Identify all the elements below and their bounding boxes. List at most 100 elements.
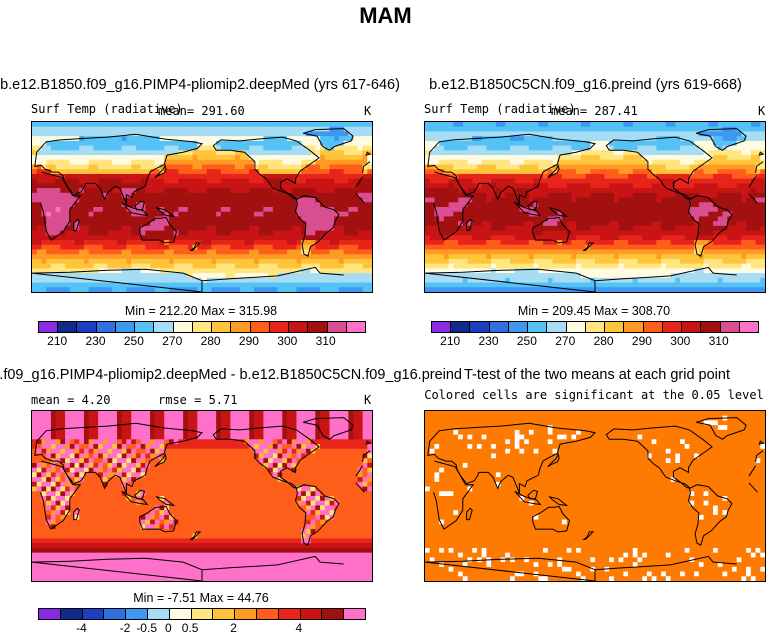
- panel2-map-cell: [552, 178, 558, 184]
- panel2-map-cell: [547, 159, 554, 166]
- panel2-map-cell: [580, 249, 587, 255]
- panel1-map-cell: [159, 150, 165, 156]
- panel1-map-cell: [202, 207, 208, 213]
- panel2-map-cell: [642, 254, 648, 260]
- panel2-map-cell: [609, 183, 615, 189]
- panel1-map-cell: [253, 240, 260, 246]
- panel2-map-cell: [684, 244, 691, 251]
- panel2-map-cell: [425, 244, 431, 251]
- panel1-map-cell: [183, 183, 189, 189]
- panel1-map-cell: [32, 188, 38, 194]
- panel2-map-cell: [543, 188, 549, 194]
- panel1-map-cell: [320, 216, 326, 222]
- panel1-map-cell: [343, 173, 349, 180]
- panel1-map-cell: [301, 263, 307, 269]
- panel1-map-cell: [343, 140, 349, 147]
- panel1-map-cell: [348, 282, 354, 288]
- panel1-map-cell: [329, 192, 335, 199]
- panel2-map-cell: [703, 178, 709, 184]
- panel2-map-cell: [651, 122, 657, 128]
- panel1-map-cell: [315, 145, 321, 151]
- panel2-map-cell: [684, 164, 691, 170]
- panel2-map-cell: [472, 145, 478, 151]
- panel2-map-cell: [538, 273, 544, 279]
- panel1-map-cell: [202, 249, 208, 255]
- panel2-map-cell: [628, 159, 634, 166]
- panel1-map-cell: [60, 197, 66, 203]
- panel1-map-cell: [310, 240, 316, 246]
- panel1-map-cell: [140, 155, 146, 161]
- panel1-map-cell: [88, 249, 94, 255]
- panel2-map-cell: [760, 225, 765, 232]
- panel2-map-cell: [689, 216, 695, 222]
- panel1-map-cell: [239, 244, 246, 251]
- panel1-map-cell: [272, 207, 279, 213]
- panel1-map-cell: [192, 173, 198, 180]
- panel1-map-cell: [168, 249, 175, 255]
- panel2-map-cell: [585, 207, 591, 213]
- panel2-map-cell: [538, 164, 544, 170]
- panel1-map-cell: [249, 273, 255, 279]
- panel2-map-cell: [651, 178, 657, 184]
- panel2-map-cell: [642, 188, 648, 194]
- panel1-map-cell: [357, 192, 364, 199]
- panel2-map-cell: [708, 221, 714, 227]
- panel1-map-cell: [178, 230, 184, 236]
- panel1-map-cell: [357, 145, 364, 151]
- panel2-map-cell: [760, 268, 765, 274]
- panel1-map-cell: [135, 178, 142, 184]
- panel2-map-cell: [576, 225, 582, 232]
- panel1-map-cell: [362, 150, 368, 156]
- panel1-map-cell: [253, 155, 260, 161]
- panel2-map-cell: [533, 197, 539, 203]
- panel1-map-cell: [154, 131, 161, 137]
- panel2-map-cell: [675, 159, 681, 166]
- panel1-map-cell: [249, 221, 255, 227]
- panel2-map-cell: [661, 140, 667, 147]
- panel1-map-cell: [32, 126, 38, 133]
- panel1-map-cell: [206, 131, 213, 137]
- panel2-map-cell: [736, 126, 742, 133]
- panel2-map-cell: [448, 221, 454, 227]
- panel1-map-cell: [50, 159, 57, 166]
- panel2-map-cell: [698, 211, 705, 218]
- panel2-map-cell: [448, 268, 454, 274]
- panel2-map-cell: [585, 159, 591, 166]
- panel2-map-cell: [731, 249, 738, 255]
- panel1-map-cell: [88, 159, 94, 166]
- panel1-map-cell: [60, 277, 66, 284]
- panel1-colorbar-swatch: [173, 322, 193, 332]
- panel1-map-cell: [211, 230, 217, 236]
- panel1-map-cell: [310, 136, 316, 142]
- panel1-map-cell: [55, 122, 61, 128]
- panel2-map-cell: [519, 211, 525, 218]
- panel1-map-cell: [362, 235, 368, 241]
- panel1-map-cell: [268, 235, 274, 241]
- panel1-map-cell: [50, 207, 57, 213]
- panel1-map-cell: [121, 122, 128, 128]
- panel1-map-cell: [211, 150, 217, 156]
- panel1-map-cell: [50, 202, 57, 208]
- panel2-map-cell: [557, 249, 563, 255]
- panel2-map-cell: [623, 230, 629, 236]
- panel1-map-cell: [41, 164, 47, 170]
- panel1-map-cell: [239, 178, 246, 184]
- panel2-map-cell: [642, 136, 648, 142]
- panel1-map-cell: [334, 211, 340, 218]
- panel2-map-cell: [727, 169, 733, 175]
- panel1-map-cell: [253, 244, 260, 251]
- panel2-map-cell: [595, 273, 601, 279]
- panel2-map-cell: [698, 126, 705, 133]
- panel2-map-cell: [760, 221, 765, 227]
- panel2-map-cell: [552, 273, 558, 279]
- panel1-map-cell: [102, 221, 109, 227]
- panel2-map-cell: [481, 230, 487, 236]
- panel2-map-cell: [661, 136, 667, 142]
- panel1-map-cell: [140, 173, 146, 180]
- panel1-map-cell: [301, 287, 307, 292]
- panel1-map-cell: [305, 282, 312, 288]
- panel2-map-cell: [731, 263, 738, 269]
- panel2-map-cell: [495, 122, 502, 128]
- panel1-map-cell: [55, 155, 61, 161]
- panel1-map-cell: [220, 211, 227, 218]
